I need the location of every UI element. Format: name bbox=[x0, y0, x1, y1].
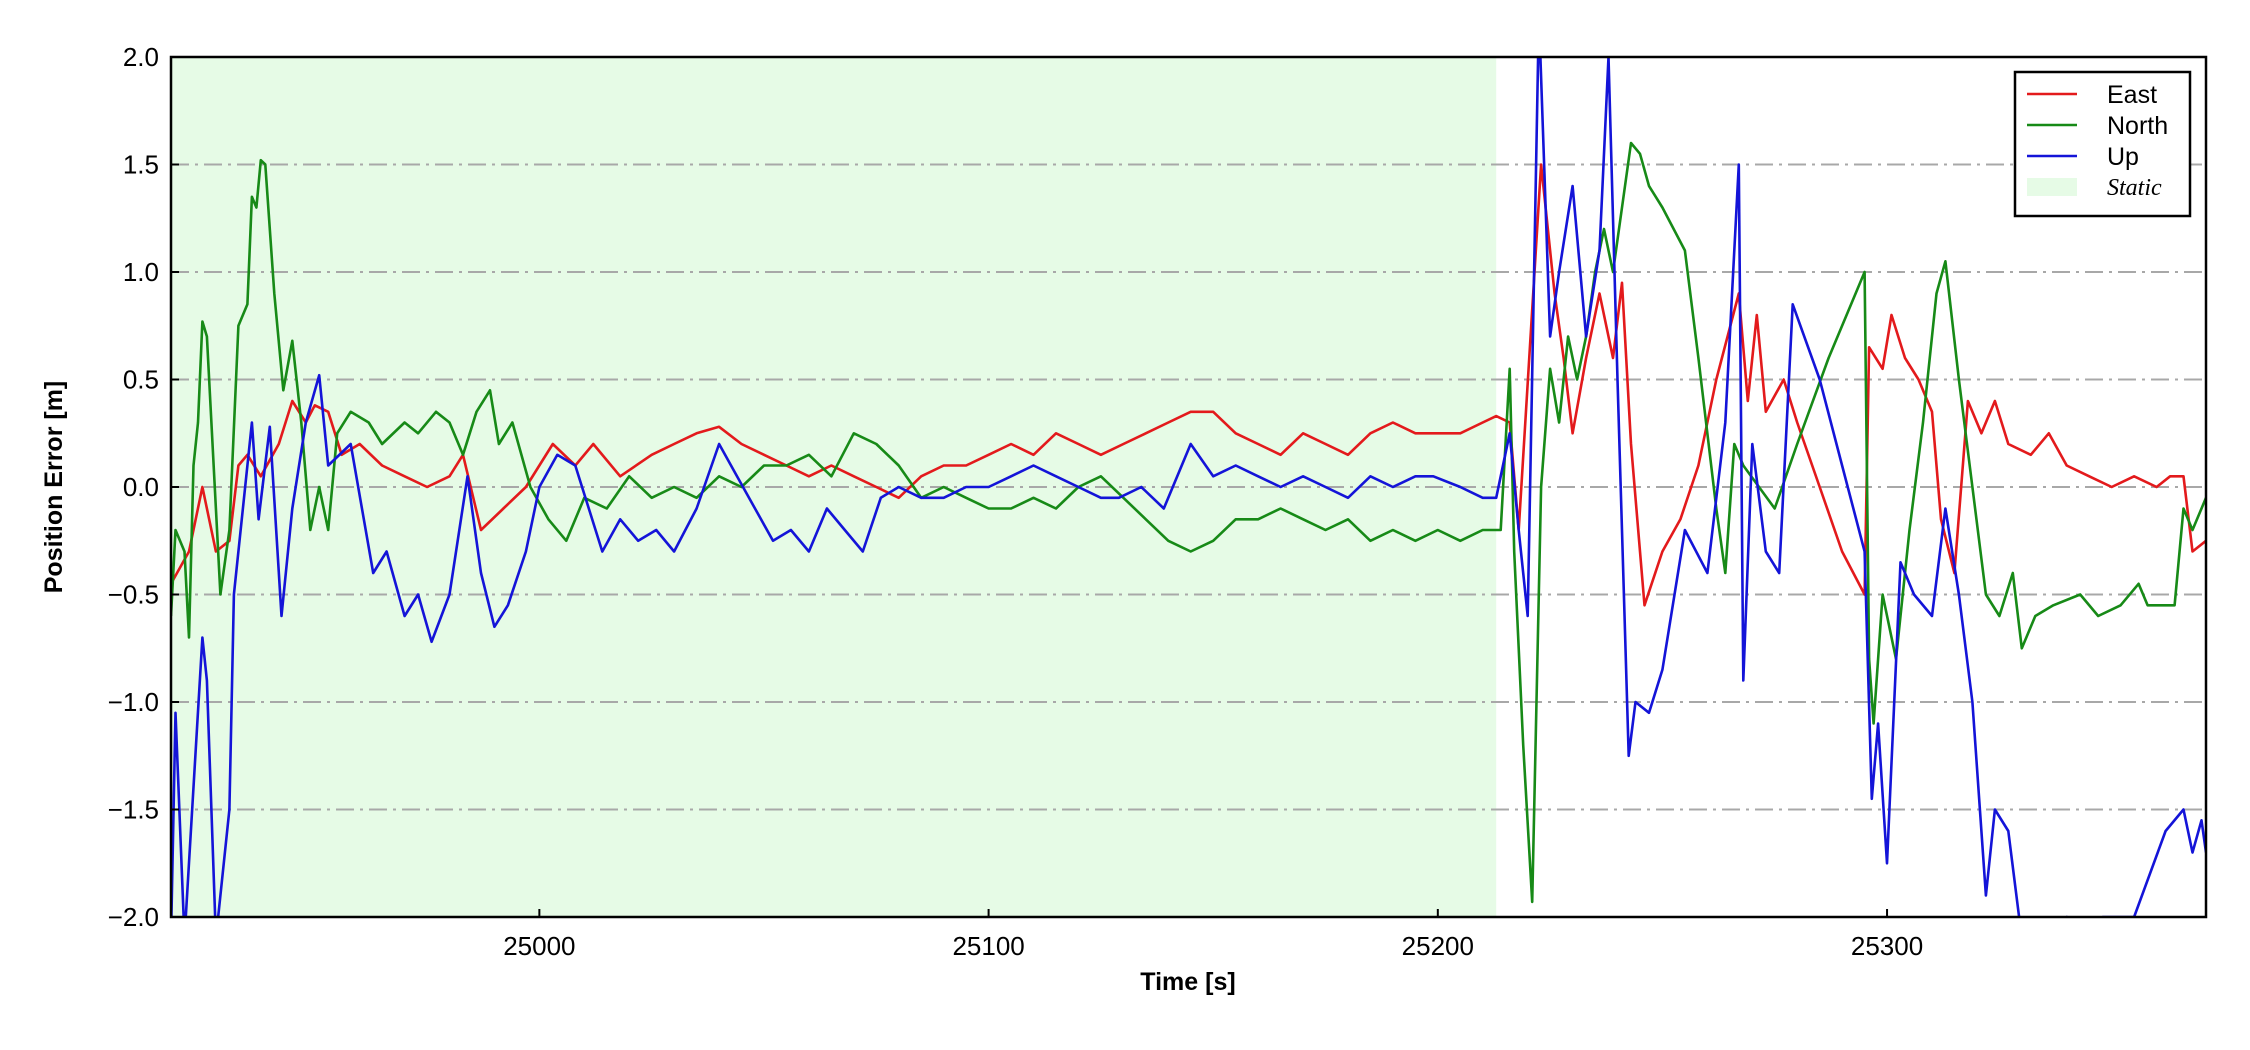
y-tick-label: −0.5 bbox=[108, 580, 159, 610]
x-tick-label: 25100 bbox=[952, 931, 1024, 961]
y-tick-label: 0.0 bbox=[123, 472, 159, 502]
legend-label: East bbox=[2107, 81, 2157, 109]
y-axis-label: Position Error [m] bbox=[40, 381, 68, 594]
y-tick-label: 1.0 bbox=[123, 257, 159, 287]
y-tick-label: 1.5 bbox=[123, 150, 159, 180]
x-tick-label: 25300 bbox=[1851, 931, 1923, 961]
y-tick-label: 0.5 bbox=[123, 365, 159, 395]
legend-label: North bbox=[2107, 112, 2168, 140]
lines bbox=[171, 57, 2206, 917]
line-2 bbox=[171, 57, 2206, 917]
y-tick-label: −1.5 bbox=[108, 795, 159, 825]
y-tick-label: −2.0 bbox=[108, 902, 159, 932]
y-tick-label: −1.0 bbox=[108, 687, 159, 717]
line-1 bbox=[171, 141, 2206, 904]
x-tick-label: 25200 bbox=[1402, 931, 1474, 961]
x-tick-label: 25000 bbox=[503, 931, 575, 961]
legend-swatch bbox=[2027, 178, 2077, 196]
legend-label: Up bbox=[2107, 143, 2139, 171]
x-axis-label: Time [s] bbox=[1140, 968, 1235, 996]
legend-label: Static bbox=[2107, 175, 2162, 201]
legend: East North Up Static bbox=[2013, 70, 2192, 218]
ticks: −2.0 −1.5 −1.0 −0.5 0.0 0.5 1.0 1.5 2.0 25000 2510… bbox=[108, 42, 1924, 961]
y-tick-label: 2.0 bbox=[123, 42, 159, 72]
